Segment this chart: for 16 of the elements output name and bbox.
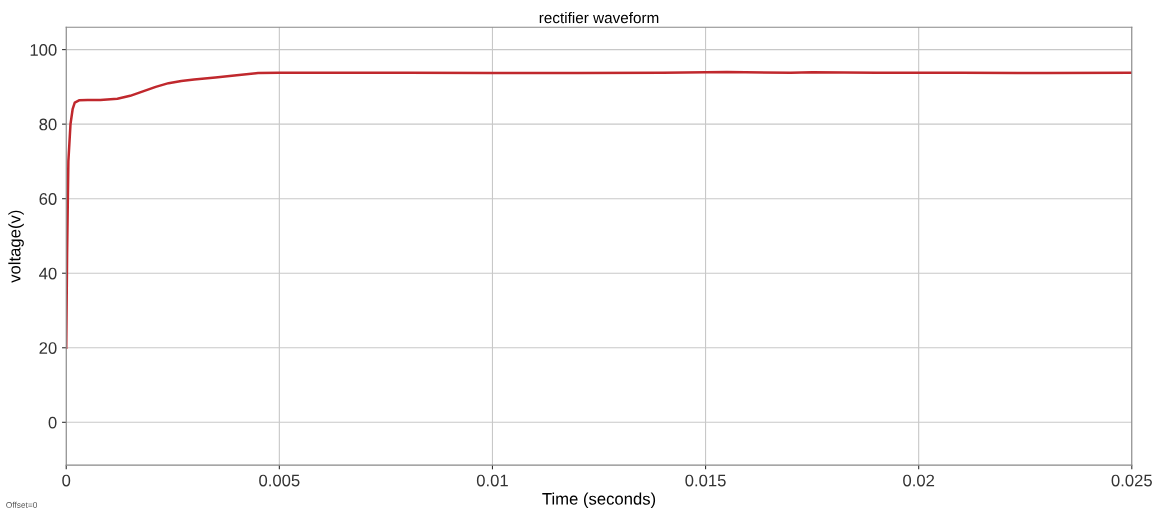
x-tick-label: 0.025 xyxy=(1111,474,1152,487)
x-tick-label: 0 xyxy=(62,474,71,487)
y-tick-label: 80 xyxy=(39,118,57,131)
x-tick-label: 0.01 xyxy=(476,474,508,487)
x-axis-title: Time (seconds) xyxy=(542,492,656,509)
y-tick-label: 60 xyxy=(39,193,57,205)
y-tick-label: 100 xyxy=(30,44,57,56)
y-tick-label: 0 xyxy=(48,416,57,429)
text: Offset=0 xyxy=(6,501,38,508)
y-tick-label: 20 xyxy=(39,342,57,354)
y-tick-label: 40 xyxy=(39,267,57,280)
chart-title: rectifier waveform xyxy=(539,12,659,24)
x-tick-label: 0.005 xyxy=(259,474,300,487)
x-tick-label: 0.02 xyxy=(903,474,935,487)
x-tick-label: 0.015 xyxy=(685,474,726,487)
y-axis-title: voltage(v) xyxy=(8,210,24,283)
